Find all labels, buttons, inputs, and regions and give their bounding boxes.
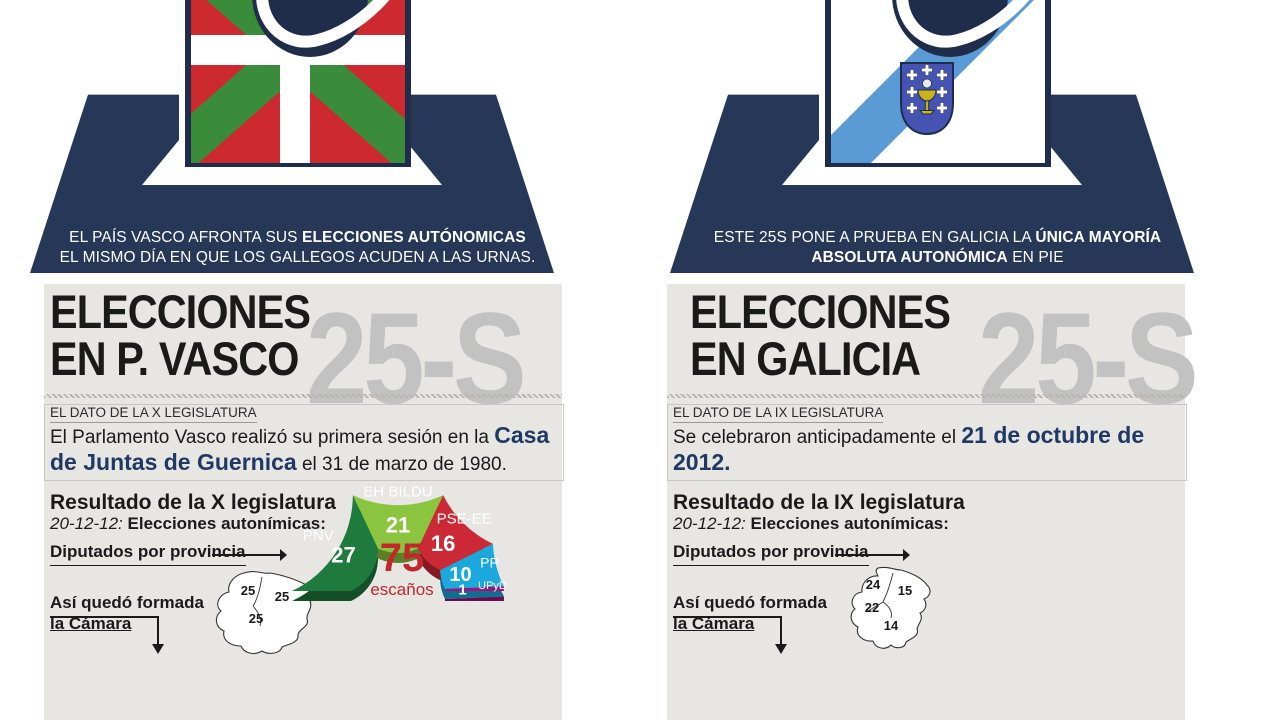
svg-text:PNV: PNV [303, 527, 334, 544]
svg-text:1: 1 [458, 582, 466, 599]
svg-text:22: 22 [865, 600, 879, 615]
svg-text:EH BILDU: EH BILDU [363, 484, 432, 501]
svg-text:escaños: escaños [370, 580, 433, 599]
svg-text:UPyD: UPyD [478, 580, 507, 592]
svg-text:PSE-EE: PSE-EE [437, 511, 492, 528]
svg-text:16: 16 [431, 531, 455, 556]
svg-text:21: 21 [386, 513, 410, 538]
svg-text:14: 14 [884, 618, 899, 633]
svg-text:PP: PP [480, 555, 499, 571]
svg-text:24: 24 [866, 577, 881, 592]
svg-text:27: 27 [331, 542, 355, 567]
svg-text:75: 75 [380, 536, 425, 580]
svg-text:15: 15 [898, 583, 912, 598]
